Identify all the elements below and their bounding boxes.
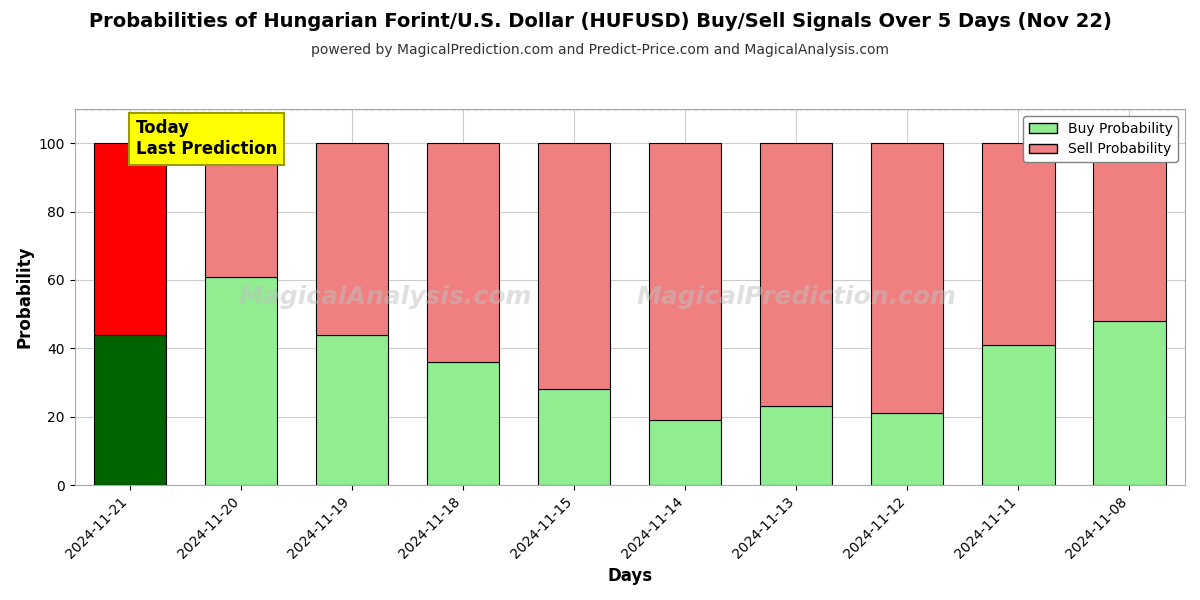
- Bar: [761, 143, 833, 406]
- Text: Today
Last Prediction: Today Last Prediction: [136, 119, 277, 158]
- Bar: [205, 143, 277, 277]
- Bar: [871, 143, 943, 413]
- Bar: [649, 420, 721, 485]
- Bar: [427, 143, 499, 362]
- Bar: [983, 345, 1055, 485]
- Text: Probabilities of Hungarian Forint/U.S. Dollar (HUFUSD) Buy/Sell Signals Over 5 D: Probabilities of Hungarian Forint/U.S. D…: [89, 12, 1111, 31]
- Bar: [94, 143, 167, 335]
- Legend: Buy Probability, Sell Probability: Buy Probability, Sell Probability: [1024, 116, 1178, 162]
- Bar: [1093, 143, 1165, 321]
- Bar: [427, 362, 499, 485]
- Y-axis label: Probability: Probability: [16, 246, 34, 348]
- Bar: [94, 335, 167, 485]
- Bar: [316, 143, 389, 335]
- X-axis label: Days: Days: [607, 567, 653, 585]
- Bar: [983, 143, 1055, 345]
- Bar: [316, 335, 389, 485]
- Bar: [1093, 321, 1165, 485]
- Text: powered by MagicalPrediction.com and Predict-Price.com and MagicalAnalysis.com: powered by MagicalPrediction.com and Pre…: [311, 43, 889, 57]
- Bar: [871, 413, 943, 485]
- Bar: [539, 143, 611, 389]
- Bar: [761, 406, 833, 485]
- Bar: [539, 389, 611, 485]
- Bar: [649, 143, 721, 420]
- Bar: [205, 277, 277, 485]
- Text: MagicalAnalysis.com: MagicalAnalysis.com: [239, 285, 533, 309]
- Text: MagicalPrediction.com: MagicalPrediction.com: [636, 285, 956, 309]
